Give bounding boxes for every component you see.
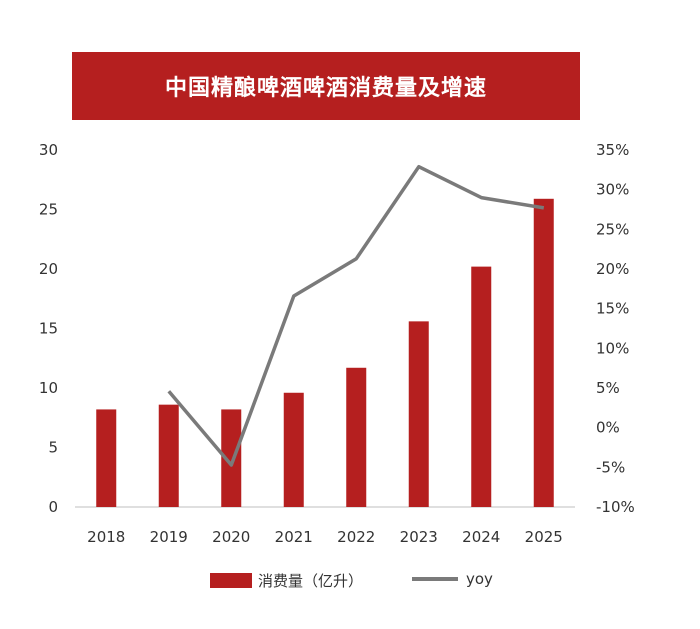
x-tick-label: 2025 <box>525 528 563 546</box>
bar <box>408 321 429 507</box>
line-series-yoy <box>167 164 545 467</box>
chart-title: 中国精酿啤酒啤酒消费量及增速 <box>164 76 487 101</box>
bar <box>158 404 179 507</box>
bar <box>221 409 242 507</box>
chart-title-banner: 中国精酿啤酒啤酒消费量及增速 <box>72 52 580 120</box>
y-tick-label: 0 <box>48 498 58 516</box>
legend-label-line: yoy <box>466 570 493 588</box>
legend-swatch-line <box>412 577 458 581</box>
bar <box>346 367 367 507</box>
x-tick-label: 2018 <box>87 528 125 546</box>
y2-tick-label: 35% <box>596 141 629 159</box>
y-tick-label: 15 <box>39 320 58 338</box>
y2-tick-label: 30% <box>596 181 629 199</box>
y-tick-label: 25 <box>39 201 58 219</box>
legend-label-bar: 消费量（亿升） <box>258 572 364 590</box>
y-tick-label: 10 <box>39 379 58 397</box>
bar <box>283 392 304 507</box>
legend-item-bar: 消费量（亿升） <box>210 570 363 591</box>
x-tick-label: 2024 <box>462 528 500 546</box>
bar <box>533 198 554 508</box>
y2-tick-label: -5% <box>596 458 625 476</box>
y-tick-label: 5 <box>48 439 58 457</box>
bar <box>471 266 492 507</box>
y2-tick-label: -10% <box>596 498 635 516</box>
y2-tick-label: 10% <box>596 339 629 357</box>
x-tick-label: 2022 <box>337 528 375 546</box>
y2-tick-label: 20% <box>596 260 629 278</box>
y2-tick-label: 15% <box>596 300 629 318</box>
y2-tick-label: 0% <box>596 419 620 437</box>
legend-swatch-bar <box>210 573 252 588</box>
x-tick-label: 2021 <box>275 528 313 546</box>
legend: 消费量（亿升） yoy <box>0 560 700 600</box>
y2-tick-label: 25% <box>596 220 629 238</box>
x-tick-label: 2019 <box>150 528 188 546</box>
bar <box>96 409 117 507</box>
y2-tick-label: 5% <box>596 379 620 397</box>
y-tick-label: 20 <box>39 260 58 278</box>
legend-item-line: yoy <box>412 570 493 588</box>
y-tick-label: 30 <box>39 141 58 159</box>
x-tick-label: 2020 <box>212 528 250 546</box>
x-tick-label: 2023 <box>400 528 438 546</box>
